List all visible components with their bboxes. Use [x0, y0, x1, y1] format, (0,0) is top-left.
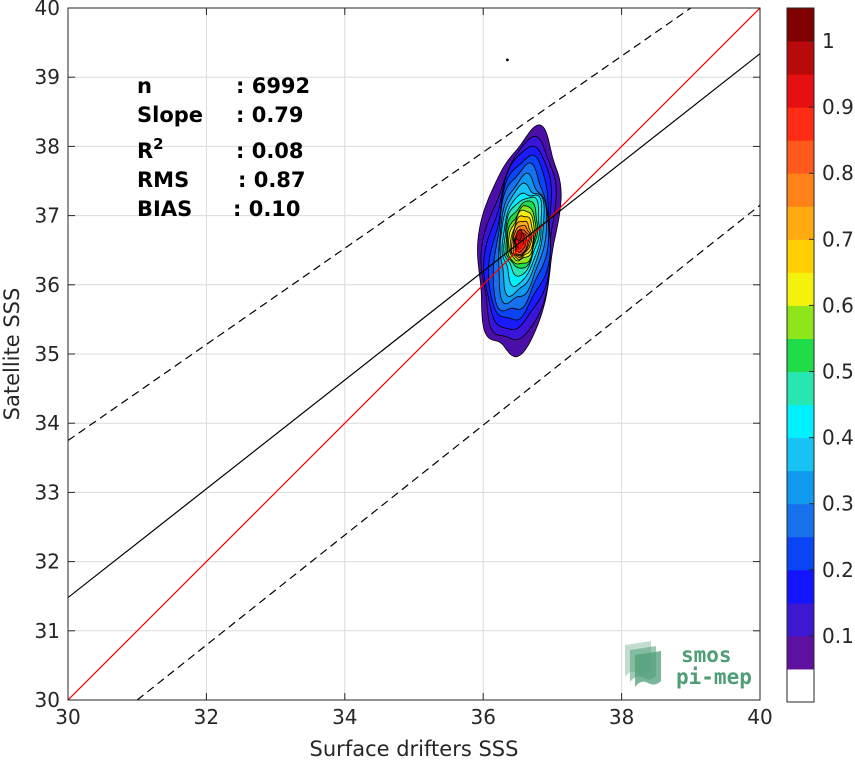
- reference-lines: [68, 8, 760, 700]
- stat-label-bias: BIAS: [137, 197, 192, 221]
- logo-line-2: pi-mep: [676, 665, 752, 689]
- y-tick-label-6: 36: [35, 273, 60, 297]
- plot-frame: [67, 7, 761, 701]
- y-tick-label-2: 32: [35, 550, 60, 574]
- y-tick-label-0: 30: [35, 688, 60, 712]
- colorbar-segment-3: [787, 569, 814, 604]
- colorbar-segment-13: [787, 239, 814, 273]
- x-tick-label-1: 32: [194, 705, 219, 729]
- lower-bound-line: [136, 204, 760, 700]
- upper-bound-line: [68, 8, 692, 441]
- colorbar-tick-label-2: 0.3: [822, 492, 854, 516]
- stat-value-n: : 6992: [236, 74, 310, 98]
- colorbar-tick-label-0: 0.1: [822, 624, 854, 648]
- colorbar-tick-label-5: 0.6: [822, 293, 854, 317]
- colorbar-segment-16: [787, 140, 814, 174]
- colorbar: 0.1 0.2 0.3 0.4 0.5 0.6 0.7 0.8 0.9 1: [786, 7, 854, 703]
- x-axis-label: Surface drifters SSS: [310, 737, 519, 761]
- y-tick-label-4: 34: [35, 411, 60, 435]
- y-tick-label-1: 31: [35, 619, 60, 643]
- stat-value-rms: : 0.87: [238, 168, 306, 192]
- y-tick-label-5: 35: [35, 342, 60, 366]
- colorbar-segment-14: [787, 206, 814, 240]
- colorbar-segment-0: [787, 668, 814, 703]
- colorbar-segment-6: [787, 470, 814, 505]
- colorbar-tick-label-1: 0.2: [822, 558, 854, 582]
- colorbar-tick-label-4: 0.5: [822, 360, 854, 384]
- y-tick-label-9: 39: [35, 65, 60, 89]
- stat-value-r: : 0.08: [236, 139, 304, 163]
- colorbar-segment-15: [787, 173, 814, 207]
- colorbar-tick-label-9: 1: [822, 29, 835, 53]
- grid: [68, 8, 760, 700]
- y-tick-label-3: 33: [35, 480, 60, 504]
- colorbar-segment-5: [787, 503, 814, 538]
- x-tick-label-0: 30: [55, 705, 80, 729]
- colorbar-tick-label-8: 0.9: [822, 95, 854, 119]
- colorbar-segment-12: [787, 272, 814, 306]
- logo-wave-2: [635, 651, 661, 687]
- colorbar-segment-11: [787, 305, 814, 339]
- colorbar-tick-label-6: 0.7: [822, 227, 854, 251]
- x-tick-label-5: 40: [747, 705, 772, 729]
- stat-value-slope: : 0.79: [236, 103, 304, 127]
- density-contours: [477, 58, 562, 358]
- stat-value-bias: : 0.10: [233, 197, 301, 221]
- colorbar-segment-9: [787, 371, 814, 406]
- colorbar-segment-8: [787, 404, 814, 439]
- stat-label-superscript: 2: [153, 135, 163, 153]
- colorbar-segment-7: [787, 437, 814, 472]
- colorbar-tick-label-7: 0.8: [822, 161, 854, 185]
- x-tick-label-4: 38: [609, 705, 634, 729]
- stat-label-n: n: [137, 74, 152, 98]
- colorbar-segment-20: [787, 8, 814, 42]
- y-tick-label-8: 38: [35, 134, 60, 158]
- colorbar-frame: [786, 7, 815, 703]
- x-tick-label-2: 34: [332, 705, 357, 729]
- axis-ticks: 30 32 34 36 38 40 30 31 32 33 34 35 36 37 38 39 40: [35, 0, 773, 729]
- colorbar-segment-19: [787, 41, 814, 75]
- x-tick-label-3: 36: [470, 705, 495, 729]
- colorbar-segment-1: [787, 635, 814, 670]
- contour-level-18: [515, 228, 523, 242]
- colorbar-segment-2: [787, 602, 814, 637]
- stat-label-slope: Slope: [137, 103, 203, 127]
- colorbar-segment-4: [787, 536, 814, 571]
- regression-line: [68, 53, 760, 599]
- y-tick-label-10: 40: [35, 0, 60, 20]
- colorbar-segment-18: [787, 74, 814, 108]
- colorbar-segment-10: [787, 338, 814, 373]
- outlier-point: [506, 58, 509, 62]
- logo-line-1: smos: [681, 643, 732, 667]
- y-axis-label: Satellite SSS: [0, 288, 24, 421]
- identity-line: [68, 8, 760, 700]
- y-tick-label-7: 37: [35, 204, 60, 228]
- colorbar-segment-17: [787, 107, 814, 141]
- colorbar-tick-label-3: 0.4: [822, 426, 854, 450]
- stat-label-rms: RMS: [137, 168, 189, 192]
